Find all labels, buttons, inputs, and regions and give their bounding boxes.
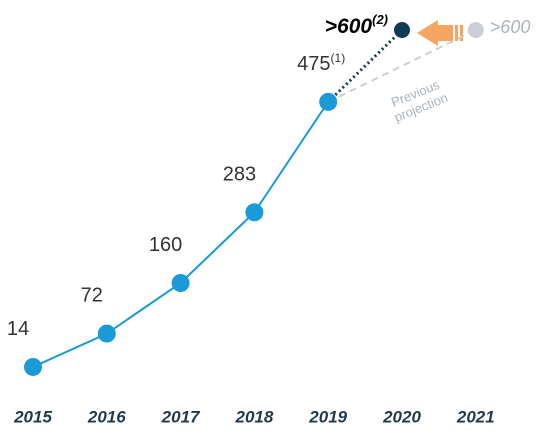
annotation: Previous projection bbox=[389, 76, 450, 125]
data-label-value: 160 bbox=[149, 234, 182, 256]
point bbox=[467, 22, 484, 38]
point bbox=[319, 92, 338, 111]
series-line bbox=[327, 28, 404, 103]
x-tick-label: 2015 bbox=[13, 407, 52, 426]
point bbox=[24, 357, 42, 376]
x-tick-label: 2019 bbox=[308, 407, 347, 426]
data-label: >600 bbox=[490, 17, 531, 37]
data-label-value: >600 bbox=[325, 15, 373, 38]
x-tick-label: 2018 bbox=[234, 407, 273, 426]
footnote: (2) bbox=[372, 12, 388, 27]
point bbox=[97, 324, 116, 343]
x-tick-label: 2017 bbox=[161, 407, 201, 426]
shift-arrow bbox=[417, 20, 463, 46]
data-label-value: 283 bbox=[223, 164, 256, 186]
data-label: >600(2) bbox=[325, 12, 388, 37]
data-label-value: 475 bbox=[297, 53, 330, 75]
data-label: 160 bbox=[149, 234, 182, 256]
data-label-value: 14 bbox=[7, 318, 29, 340]
data-label-value: 72 bbox=[81, 285, 103, 307]
footnote: (1) bbox=[331, 51, 346, 65]
x-tick-label: 2016 bbox=[87, 407, 126, 426]
data-label: 475(1) bbox=[297, 51, 345, 75]
point bbox=[245, 203, 264, 222]
x-tick-label: 2021 bbox=[456, 407, 495, 426]
data-label: 283 bbox=[223, 164, 256, 186]
series-line bbox=[327, 29, 477, 103]
data-label: 14 bbox=[7, 318, 29, 340]
x-tick-label: 2020 bbox=[382, 407, 421, 426]
annotation-text: Previous projection bbox=[389, 76, 450, 125]
point bbox=[394, 22, 410, 38]
data-label: 72 bbox=[81, 285, 103, 307]
point bbox=[171, 274, 190, 292]
